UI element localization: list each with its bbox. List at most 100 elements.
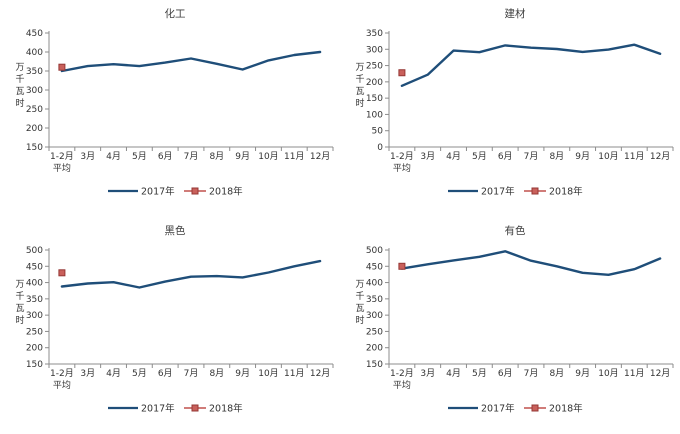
y-tick-label: 400 — [26, 48, 43, 58]
y-tick-label: 500 — [26, 246, 43, 256]
legend-label-2018: 2018年 — [549, 403, 583, 415]
y-tick-label: 500 — [366, 246, 383, 256]
x-tick-label: 5月 — [472, 368, 487, 379]
legend: 2017年 2018年 — [448, 186, 583, 198]
chart-title: 建材 — [505, 7, 526, 20]
y-tick-label: 400 — [366, 279, 383, 289]
y-axis-title-char: 千 — [355, 291, 364, 302]
x-tick-label: 9月 — [235, 151, 250, 162]
y-tick-label: 350 — [26, 295, 43, 305]
x-tick-label: 6月 — [498, 151, 513, 162]
x-tick-label: 1-2月 — [50, 151, 74, 162]
y-tick-label: 400 — [26, 279, 43, 289]
chart-title: 有色 — [505, 224, 526, 237]
x-tick-label: 3月 — [80, 368, 95, 379]
x-tick-label: 3月 — [420, 151, 435, 162]
x-tick-label: 8月 — [549, 151, 564, 162]
legend-label-2018: 2018年 — [549, 186, 583, 198]
x-tick-label: 9月 — [575, 368, 590, 379]
x-tick-label: 6月 — [158, 151, 173, 162]
series-2017-line — [400, 43, 662, 88]
x-tick-label-note: 平均 — [393, 162, 411, 174]
legend-label-2017: 2017年 — [481, 403, 515, 415]
x-tick-label: 11月 — [284, 368, 304, 379]
y-axis-title-char: 千 — [355, 74, 364, 85]
chart-heise: 黑色 500 450 400 350 300 250 200 150 1-2月 平均 3月 4月 5月 6月… — [0, 217, 340, 434]
legend-2018-swatch-marker — [531, 187, 539, 195]
x-tick-label: 5月 — [132, 151, 147, 162]
x-tick-label: 12月 — [650, 151, 670, 162]
y-axis-title-char: 千 — [15, 291, 24, 302]
legend-label-2018: 2018年 — [209, 403, 243, 415]
series-2017-line — [60, 50, 322, 73]
y-tick-label: 150 — [26, 360, 43, 370]
x-tick-label: 7月 — [184, 368, 199, 379]
x-tick-label: 9月 — [235, 368, 250, 379]
legend-2018-swatch-marker — [191, 404, 199, 412]
y-tick-label: 50 — [372, 127, 384, 137]
legend: 2017年 2018年 — [448, 403, 583, 415]
legend: 2017年 2018年 — [108, 403, 243, 415]
x-tick-label: 12月 — [650, 368, 670, 379]
y-tick-label: 200 — [26, 344, 43, 354]
y-axis-title-char: 千 — [15, 74, 24, 85]
x-tick-label: 8月 — [209, 151, 224, 162]
y-tick-label: 150 — [366, 94, 383, 104]
chart-youse: 有色 500 450 400 350 300 250 200 150 1-2月 平均 3月 4月 5月 6月… — [340, 217, 680, 434]
y-axis-title-char: 瓦 — [15, 303, 24, 314]
y-tick-label: 250 — [366, 327, 383, 337]
x-tick-label-note: 平均 — [393, 379, 411, 391]
y-axis-title-char: 时 — [15, 314, 24, 326]
x-tick-label: 12月 — [310, 368, 330, 379]
y-axis-title-char: 时 — [355, 314, 364, 326]
x-tick-label: 10月 — [598, 368, 618, 379]
x-tick-label-note: 平均 — [53, 162, 71, 174]
y-tick-label: 250 — [26, 327, 43, 337]
y-tick-label: 150 — [26, 143, 43, 153]
x-tick-label: 7月 — [524, 151, 539, 162]
x-tick-label: 12月 — [310, 151, 330, 162]
y-tick-label: 350 — [366, 295, 383, 305]
y-tick-label: 300 — [26, 311, 43, 321]
y-tick-label: 450 — [366, 262, 383, 272]
x-tick-label: 10月 — [258, 368, 278, 379]
y-tick-label: 150 — [366, 360, 383, 370]
y-axis-title-char: 瓦 — [15, 86, 24, 97]
x-tick-label: 4月 — [446, 368, 461, 379]
y-axis-title-char: 瓦 — [355, 303, 364, 314]
x-tick-label: 6月 — [498, 368, 513, 379]
y-tick-label: 250 — [26, 105, 43, 115]
x-tick-label: 4月 — [106, 151, 121, 162]
series-2018-marker — [398, 69, 406, 77]
x-tick-label: 9月 — [575, 151, 590, 162]
chart-title: 化工 — [165, 7, 186, 20]
x-tick-label: 3月 — [420, 368, 435, 379]
x-tick-label: 11月 — [624, 368, 644, 379]
x-tick-label: 4月 — [446, 151, 461, 162]
x-tick-label: 11月 — [284, 151, 304, 162]
x-tick-label: 5月 — [132, 368, 147, 379]
y-axis-title-char: 瓦 — [355, 86, 364, 97]
y-tick-label: 200 — [26, 124, 43, 134]
y-axis-title-char: 万 — [15, 63, 24, 73]
y-tick-label: 300 — [26, 86, 43, 96]
y-tick-label: 0 — [377, 143, 383, 153]
y-tick-label: 250 — [366, 62, 383, 72]
chart-title: 黑色 — [165, 224, 186, 237]
x-tick-label: 7月 — [524, 368, 539, 379]
y-tick-label: 300 — [366, 311, 383, 321]
legend-label-2017: 2017年 — [141, 403, 175, 415]
series-2018-marker — [398, 262, 406, 270]
legend-label-2017: 2017年 — [481, 186, 515, 198]
legend: 2017年 2018年 — [108, 186, 243, 198]
y-axis-title-char: 时 — [15, 97, 24, 109]
y-tick-label: 100 — [366, 110, 383, 120]
y-tick-label: 450 — [26, 262, 43, 272]
x-tick-label: 5月 — [472, 151, 487, 162]
x-tick-label: 10月 — [598, 151, 618, 162]
y-axis-title-char: 万 — [355, 280, 364, 290]
x-tick-label: 1-2月 — [390, 368, 414, 379]
